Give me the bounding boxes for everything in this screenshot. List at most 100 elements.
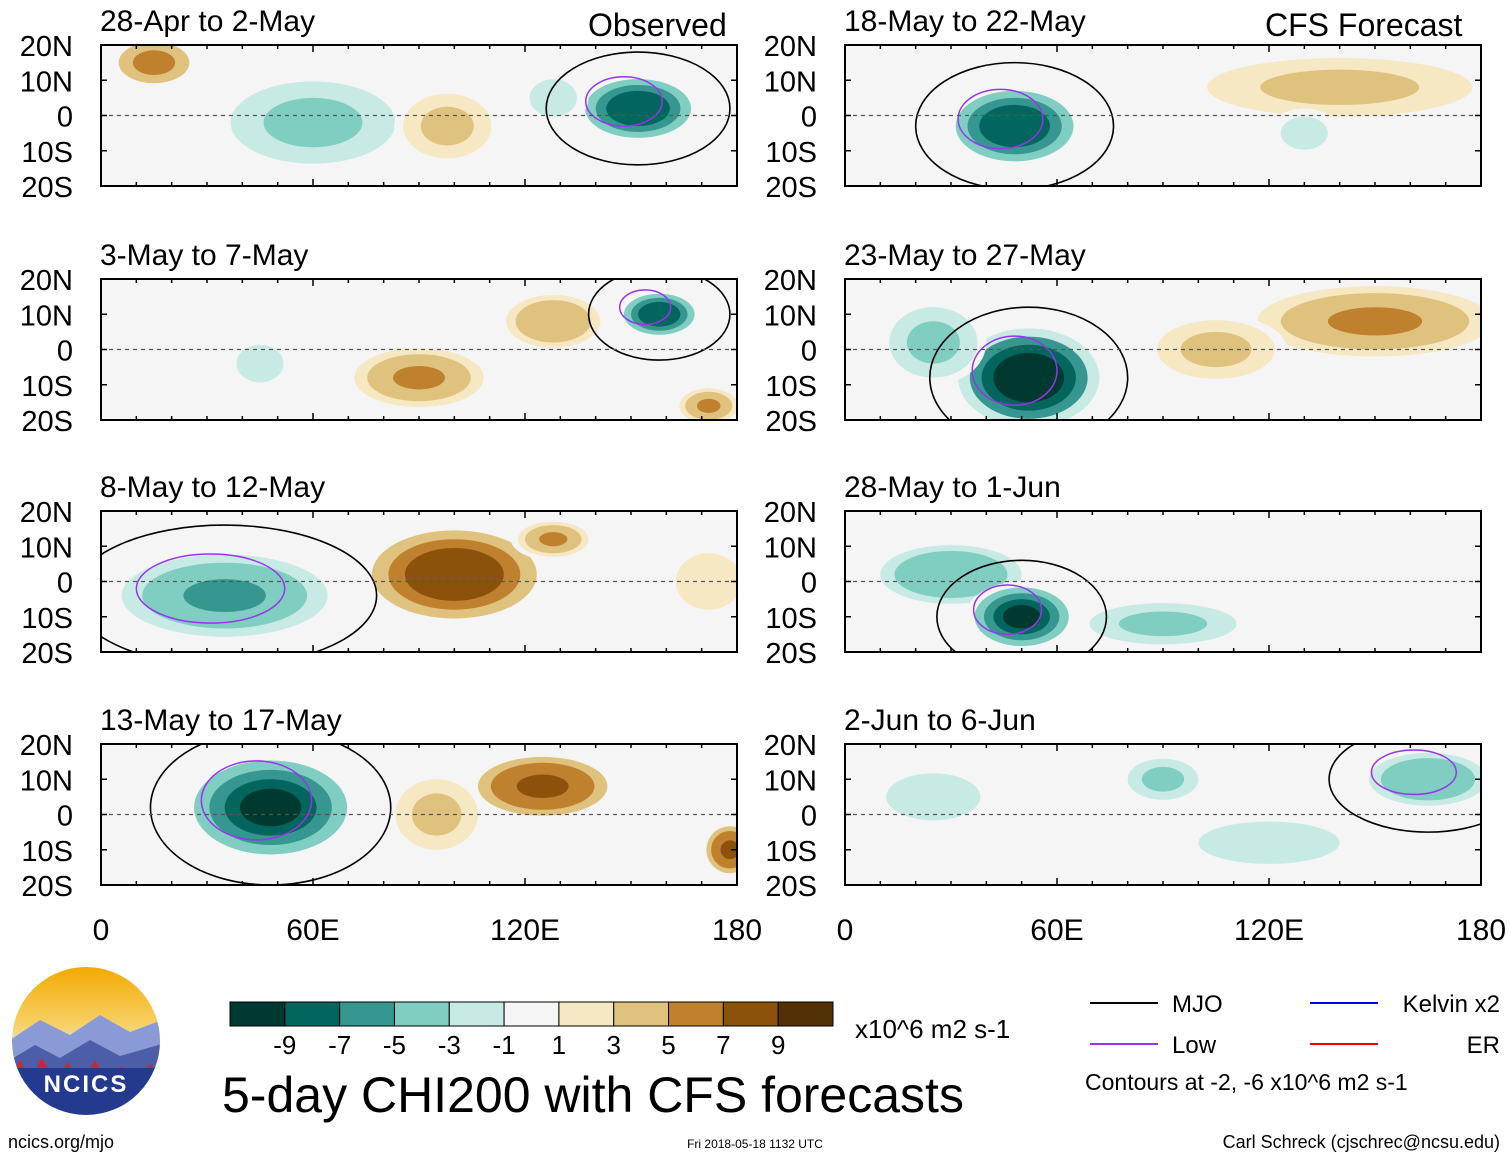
legend-label: ER xyxy=(1467,1032,1500,1059)
panel-title: 2-Jun to 6-Jun xyxy=(844,704,1036,737)
legend: MJO Kelvin x2 Low ER xyxy=(1090,991,1500,1059)
anomaly-contour xyxy=(921,791,946,803)
mjo-contour xyxy=(149,744,392,885)
y-tick-label: 10S xyxy=(765,137,817,169)
mjo-contour xyxy=(1328,744,1481,833)
colorbar-label: -3 xyxy=(438,1030,461,1060)
panel-field xyxy=(101,45,737,186)
colorbar-swatch xyxy=(668,1001,724,1027)
anomaly-contour xyxy=(204,587,246,604)
anomaly-contour xyxy=(924,335,943,350)
anomaly-contour xyxy=(543,316,563,327)
chart-title: 5-day CHI200 with CFS forecasts xyxy=(222,1067,964,1123)
website-link[interactable]: ncics.org/mjo xyxy=(8,1132,114,1152)
colorbar-swatch xyxy=(284,1001,341,1027)
y-tick-label: 20N xyxy=(20,497,73,529)
colorbar-label: -1 xyxy=(493,1030,516,1060)
anomaly-contour xyxy=(1298,129,1311,138)
y-tick-label: 10N xyxy=(764,532,817,564)
y-tick-label: 20N xyxy=(764,730,817,762)
anomaly-contour xyxy=(296,114,330,131)
y-tick-label: 10N xyxy=(20,66,73,98)
x-tick-label: 180 xyxy=(712,914,762,947)
colorbar-swatch xyxy=(393,1001,450,1027)
x-tick-label: 0 xyxy=(93,914,110,947)
y-tick-label: 10S xyxy=(765,371,817,403)
mjo-contour xyxy=(914,61,1115,186)
colorbar-label: 5 xyxy=(661,1030,675,1060)
panel-field xyxy=(845,279,1481,420)
anomaly-contour xyxy=(438,119,457,133)
contour-note: Contours at -2, -6 x10^6 m2 s-1 xyxy=(1085,1069,1408,1095)
y-tick-label: 10N xyxy=(764,66,817,98)
y-tick-label: 0 xyxy=(57,568,73,600)
y-tick-label: 10S xyxy=(21,836,73,868)
x-tick-label: 60E xyxy=(1030,914,1083,947)
y-tick-label: 10S xyxy=(21,371,73,403)
y-tick-label: 10N xyxy=(764,300,817,332)
y-tick-label: 20N xyxy=(764,265,817,297)
y-tick-label: 10N xyxy=(20,300,73,332)
y-tick-label: 0 xyxy=(57,336,73,368)
colorbar-swatch xyxy=(448,1001,505,1027)
anomaly-contour xyxy=(627,102,649,115)
anomaly-contour xyxy=(702,402,715,410)
low-contour xyxy=(618,289,672,326)
x-tick-label: 120E xyxy=(1234,914,1304,947)
anomaly-contour xyxy=(936,568,966,581)
colorbar-label: 9 xyxy=(771,1030,785,1060)
colorbar-swatch xyxy=(229,1001,286,1027)
x-tick-label: 0 xyxy=(837,914,854,947)
panel-title: 28-May to 1-Jun xyxy=(844,471,1061,504)
y-tick-label: 0 xyxy=(801,568,817,600)
panel-field xyxy=(845,45,1481,186)
y-tick-label: 20S xyxy=(765,406,817,438)
panel-title: 8-May to 12-May xyxy=(100,471,325,504)
colorbar-label: 1 xyxy=(552,1030,566,1060)
y-tick-label: 10S xyxy=(21,137,73,169)
anomaly-contour xyxy=(652,310,667,319)
panel-title: 23-May to 27-May xyxy=(844,239,1086,272)
mjo-contour xyxy=(101,524,378,652)
y-tick-label: 0 xyxy=(801,102,817,134)
anomaly-contour xyxy=(1012,610,1032,623)
anomaly-contour xyxy=(1155,775,1171,784)
y-tick-label: 20N xyxy=(20,730,73,762)
y-tick-label: 20S xyxy=(21,638,73,670)
anomaly-contour xyxy=(1016,369,1041,386)
y-tick-label: 20N xyxy=(20,265,73,297)
anomaly-contour xyxy=(1313,81,1367,94)
y-tick-label: 20S xyxy=(765,172,817,204)
colorbar-label: 7 xyxy=(716,1030,730,1060)
timestamp: Fri 2018-05-18 1132 UTC xyxy=(687,1137,823,1151)
y-tick-label: 0 xyxy=(57,102,73,134)
y-tick-label: 0 xyxy=(801,801,817,833)
y-tick-label: 20N xyxy=(764,497,817,529)
low-contour xyxy=(972,584,1043,636)
anomaly-contour xyxy=(406,371,432,384)
anomaly-contour xyxy=(1002,119,1027,134)
anomaly-contour xyxy=(1351,314,1399,329)
y-tick-label: 20S xyxy=(765,638,817,670)
panel-field xyxy=(845,744,1481,885)
forecast-label: CFS Forecast xyxy=(1265,7,1462,43)
colorbar-swatch xyxy=(613,1001,670,1027)
panel-title: 18-May to 22-May xyxy=(844,5,1086,38)
anomaly-contour xyxy=(529,780,556,793)
anomaly-contour xyxy=(146,58,162,67)
anomaly-contour xyxy=(725,845,735,855)
low-contour xyxy=(957,88,1044,150)
y-tick-label: 20S xyxy=(21,172,73,204)
low-contour xyxy=(1370,749,1458,796)
anomaly-contour xyxy=(1251,837,1287,848)
colorbar-label: -9 xyxy=(273,1030,296,1060)
panel-title: 3-May to 7-May xyxy=(100,239,308,272)
low-contour xyxy=(971,335,1058,406)
y-tick-label: 10N xyxy=(20,532,73,564)
